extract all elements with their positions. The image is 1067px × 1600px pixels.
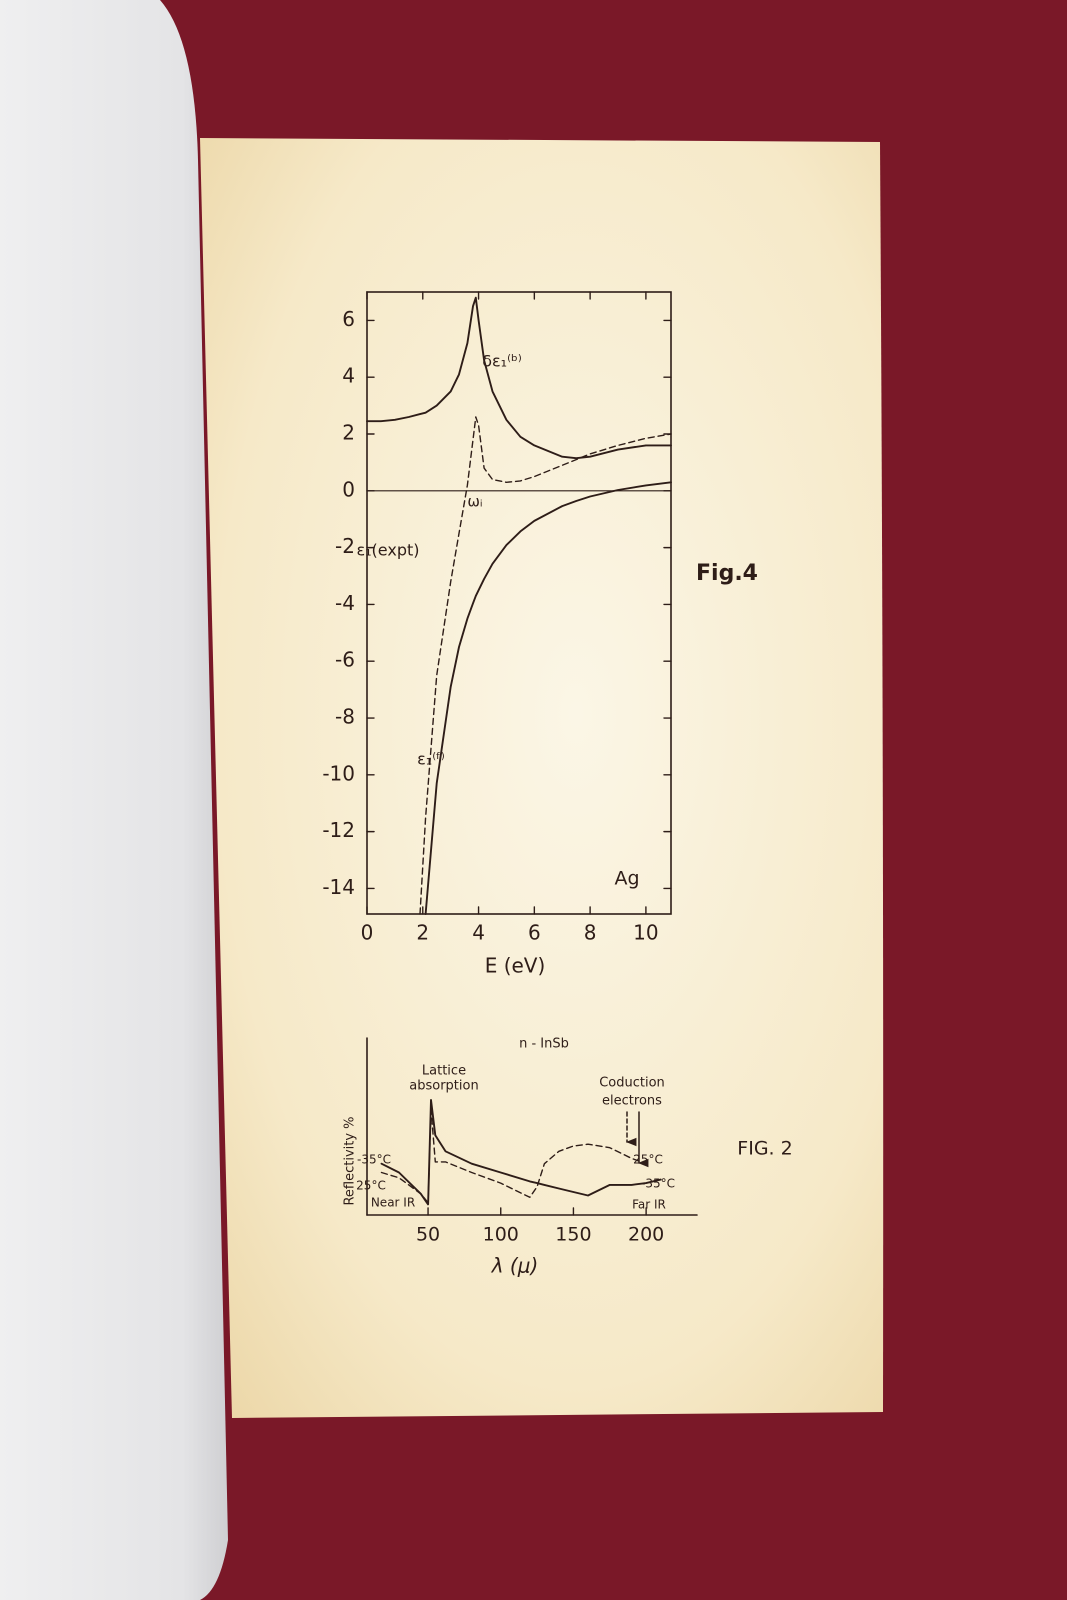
x-tick-label: 100 — [483, 1224, 519, 1246]
x-tick-label: 8 — [584, 921, 597, 945]
y-tick-label: 2 — [342, 421, 355, 445]
y-tick-label: -10 — [322, 761, 355, 785]
series-label: ε₁⁽ᶠ⁾ — [417, 750, 445, 769]
y-tick-label: -6 — [335, 648, 355, 672]
series-label: -35°C — [357, 1153, 391, 1167]
y-tick-label: 6 — [342, 307, 355, 331]
left-page — [0, 0, 228, 1600]
page-sheet — [200, 138, 884, 1418]
x-axis-label: λ (μ) — [491, 1254, 539, 1278]
x-tick-label: 200 — [628, 1224, 664, 1246]
x-tick-label: 2 — [416, 921, 429, 945]
figure-title: Fig.4 — [696, 561, 758, 586]
annotation: Ag — [614, 868, 639, 890]
y-tick-label: -14 — [322, 875, 355, 899]
annotation: absorption — [409, 1079, 478, 1094]
y-axis-label: Reflectivity % — [343, 1116, 358, 1205]
y-tick-label: -4 — [335, 591, 355, 615]
annotation: electrons — [602, 1094, 662, 1109]
y-tick-label: -12 — [322, 818, 355, 842]
series-label: 25°C — [633, 1153, 663, 1167]
series-label: 25°C — [356, 1179, 386, 1193]
series-line — [380, 1099, 662, 1206]
x-tick-label: 10 — [633, 921, 658, 945]
series-line — [419, 416, 672, 915]
y-tick-label: 4 — [342, 364, 355, 388]
y-tick-label: -2 — [335, 534, 355, 558]
figures: 0 2 4 6 8 10 -14 -12 -10 -8 -6 -4 -2 0 2 4 6 δε₁⁽ᵇ⁾ ε₁(exp… — [322, 291, 793, 1278]
plot-frame — [366, 291, 672, 915]
y-tick-label: 0 — [342, 477, 355, 501]
series-label: ε₁(expt) — [356, 541, 419, 560]
annotation: ωᵢ — [467, 493, 482, 511]
series-line — [424, 481, 672, 915]
x-axis-label: E (eV) — [485, 954, 546, 978]
annotation: Near IR — [371, 1196, 415, 1210]
series-label: -35°C — [641, 1177, 675, 1191]
series-label: δε₁⁽ᵇ⁾ — [482, 352, 522, 371]
x-tick-label: 4 — [472, 921, 485, 945]
x-tick-label: 150 — [555, 1224, 591, 1246]
x-tick-label: 50 — [416, 1224, 440, 1246]
x-tick-label: 6 — [528, 921, 541, 945]
series-line — [366, 296, 672, 460]
y-tick-label: -8 — [335, 705, 355, 729]
annotation: Lattice — [422, 1064, 466, 1079]
annotation: Coduction — [599, 1076, 665, 1091]
annotation: Far IR — [632, 1198, 666, 1212]
x-tick-label: 0 — [361, 921, 374, 945]
figure-title: FIG. 2 — [737, 1138, 792, 1160]
subtitle: n - InSb — [519, 1037, 569, 1052]
series-line — [380, 1108, 647, 1204]
